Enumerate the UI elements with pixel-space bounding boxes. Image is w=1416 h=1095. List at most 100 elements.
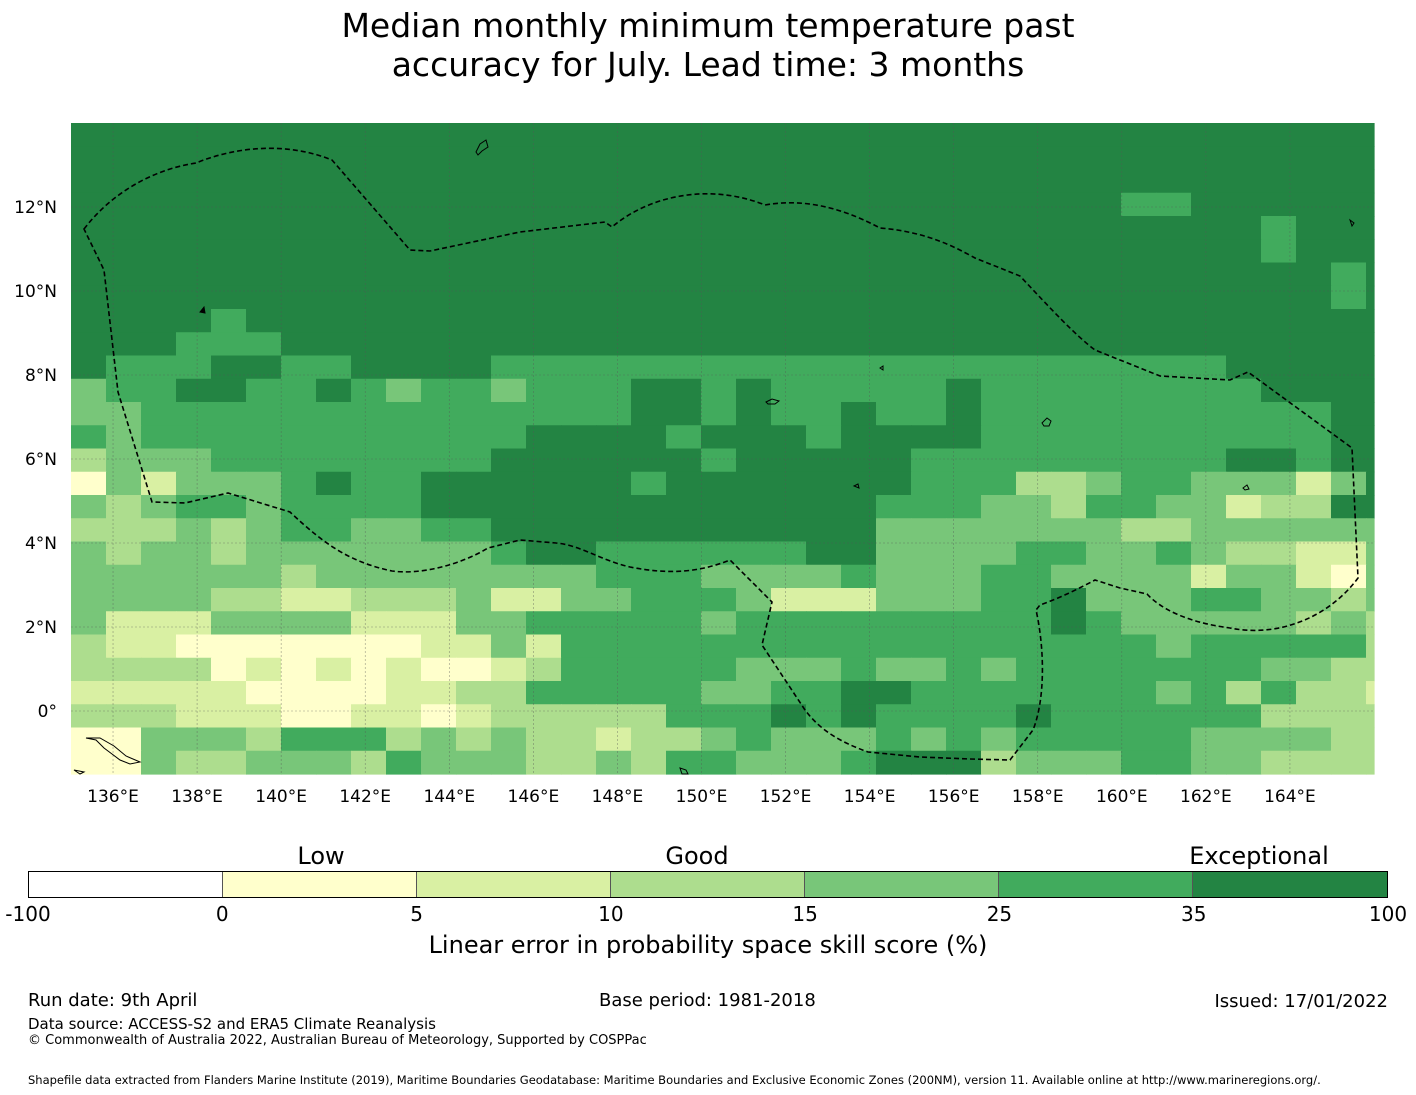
skill-cell bbox=[211, 750, 247, 775]
skill-cell bbox=[911, 169, 947, 194]
skill-cell bbox=[1086, 588, 1122, 612]
skill-cell bbox=[141, 681, 177, 705]
skill-cell bbox=[1331, 564, 1367, 589]
skill-cell bbox=[596, 750, 632, 775]
skill-cell bbox=[71, 332, 107, 357]
skill-cell bbox=[981, 216, 1017, 240]
skill-cell bbox=[841, 378, 877, 403]
skill-cell bbox=[631, 681, 667, 705]
skill-cell bbox=[806, 634, 842, 659]
skill-cell bbox=[736, 727, 772, 752]
skill-cell bbox=[946, 262, 982, 287]
skill-cell bbox=[946, 169, 982, 194]
skill-cell bbox=[806, 239, 842, 264]
skill-cell bbox=[386, 123, 422, 147]
skill-cell bbox=[841, 750, 877, 775]
skill-cell bbox=[1156, 425, 1192, 450]
skill-cell bbox=[1366, 216, 1375, 240]
skill-cell bbox=[911, 471, 947, 496]
skill-cell bbox=[1051, 332, 1087, 357]
skill-cell bbox=[1296, 262, 1332, 287]
skill-cell bbox=[281, 239, 317, 264]
skill-cell bbox=[841, 471, 877, 496]
skill-cell bbox=[491, 309, 527, 333]
skill-cell bbox=[911, 192, 947, 217]
skill-cell bbox=[71, 355, 107, 380]
skill-cell bbox=[211, 495, 247, 519]
skill-cell bbox=[1366, 750, 1375, 775]
skill-cell bbox=[1086, 402, 1122, 426]
skill-cell bbox=[106, 309, 142, 333]
skill-cell bbox=[981, 727, 1017, 752]
skill-cell bbox=[1051, 378, 1087, 403]
skill-cell bbox=[526, 541, 562, 566]
skill-cell bbox=[1226, 285, 1262, 310]
skill-cell bbox=[981, 169, 1017, 194]
skill-cell bbox=[1016, 378, 1052, 403]
skill-cell bbox=[876, 727, 912, 752]
skill-cell bbox=[1296, 285, 1332, 310]
skill-cell bbox=[876, 123, 912, 147]
skill-cell bbox=[1086, 355, 1122, 380]
skill-cell bbox=[421, 216, 457, 240]
skill-cell bbox=[1051, 239, 1087, 264]
longitude-label: 142°E bbox=[339, 787, 391, 807]
skill-cell bbox=[946, 518, 982, 543]
skill-cell bbox=[561, 448, 597, 473]
skill-cell bbox=[106, 611, 142, 636]
skill-cell bbox=[1366, 495, 1375, 519]
skill-cell bbox=[596, 239, 632, 264]
title-line-2: accuracy for July. Lead time: 3 months bbox=[391, 45, 1025, 84]
skill-cell bbox=[946, 355, 982, 380]
skill-cell bbox=[701, 192, 737, 217]
skill-cell bbox=[631, 216, 667, 240]
skill-cell bbox=[141, 123, 177, 147]
skill-cell bbox=[1086, 495, 1122, 519]
skill-cell bbox=[316, 611, 352, 636]
skill-cell bbox=[561, 123, 597, 147]
skill-cell bbox=[106, 192, 142, 217]
skill-cell bbox=[596, 541, 632, 566]
skill-cell bbox=[946, 239, 982, 264]
skill-cell bbox=[491, 727, 527, 752]
skill-cell bbox=[946, 192, 982, 217]
skill-cell bbox=[211, 657, 247, 682]
skill-cell bbox=[141, 704, 177, 729]
skill-cell bbox=[806, 750, 842, 775]
skill-cell bbox=[456, 355, 492, 380]
skill-cell bbox=[526, 611, 562, 636]
skill-cell bbox=[491, 681, 527, 705]
skill-cell bbox=[1191, 750, 1227, 775]
skill-cell bbox=[211, 169, 247, 194]
skill-cell bbox=[316, 750, 352, 775]
skill-cell bbox=[526, 239, 562, 264]
skill-cell bbox=[176, 239, 212, 264]
skill-cell bbox=[1296, 402, 1332, 426]
skill-cell bbox=[806, 611, 842, 636]
skill-cell bbox=[841, 192, 877, 217]
skill-cell bbox=[141, 216, 177, 240]
run-date: Run date: 9th April bbox=[28, 990, 198, 1011]
skill-cell bbox=[421, 309, 457, 333]
skill-cell bbox=[596, 425, 632, 450]
latitude-label: 12°N bbox=[14, 198, 57, 218]
latitude-label: 6°N bbox=[25, 450, 57, 470]
skill-cell bbox=[701, 611, 737, 636]
skill-cell bbox=[421, 192, 457, 217]
skill-cell bbox=[561, 309, 597, 333]
skill-cell bbox=[246, 495, 282, 519]
skill-cell bbox=[106, 448, 142, 473]
skill-cell bbox=[666, 448, 702, 473]
skill-cell bbox=[456, 169, 492, 194]
colorbar-tick-label: 5 bbox=[410, 902, 423, 926]
skill-cell bbox=[666, 657, 702, 682]
skill-cell bbox=[176, 518, 212, 543]
skill-cell bbox=[561, 611, 597, 636]
skill-cell bbox=[1226, 588, 1262, 612]
skill-cell bbox=[946, 611, 982, 636]
skill-cell bbox=[421, 239, 457, 264]
skill-cell bbox=[456, 448, 492, 473]
skill-cell bbox=[211, 309, 247, 333]
skill-cell bbox=[281, 611, 317, 636]
skill-cell bbox=[981, 750, 1017, 775]
